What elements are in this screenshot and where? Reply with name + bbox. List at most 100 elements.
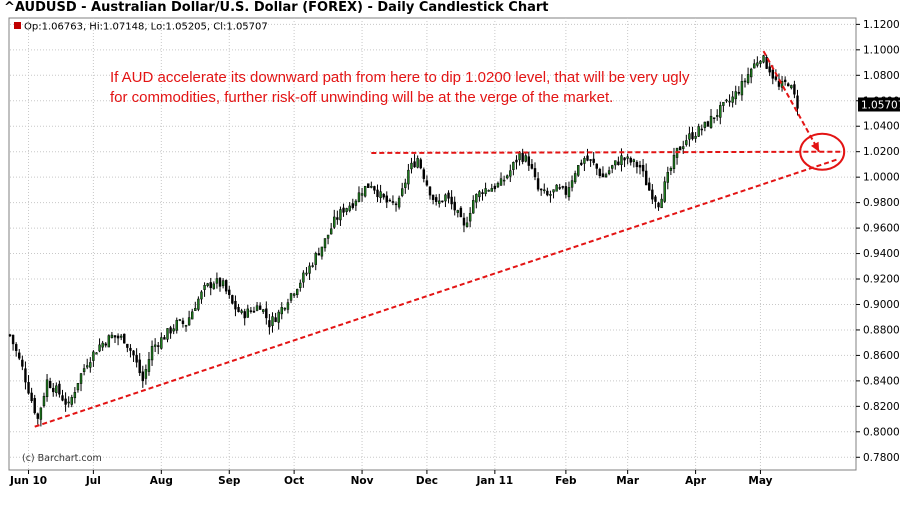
candle-body — [11, 334, 15, 345]
candle-body — [472, 200, 475, 214]
candle-body — [583, 158, 586, 164]
x-tick-label: Dec — [416, 475, 438, 487]
candle-body — [459, 207, 463, 218]
candle-body — [543, 189, 546, 192]
candle-body — [512, 162, 515, 170]
candle-body — [376, 189, 379, 198]
candle-body — [58, 383, 61, 395]
candle-body — [419, 159, 422, 169]
candle-body — [521, 152, 524, 162]
candle-body — [740, 81, 744, 96]
candle-body — [765, 56, 768, 69]
x-tick-label: May — [748, 475, 772, 487]
candle-body — [277, 311, 280, 323]
candle-body — [212, 283, 216, 289]
candle-body — [138, 359, 141, 374]
candle-body — [555, 184, 558, 192]
target-circle — [799, 132, 846, 171]
candle-body — [595, 163, 598, 169]
candle-body — [725, 99, 728, 102]
candle-body — [404, 182, 407, 188]
candle-body — [268, 320, 271, 328]
candle-body — [329, 228, 333, 235]
candle-body — [688, 133, 691, 140]
candle-body — [651, 189, 654, 200]
candle-body — [536, 178, 540, 190]
plot-area — [8, 17, 857, 471]
candle-body — [373, 186, 376, 191]
candle-body — [715, 115, 719, 117]
candle-body — [753, 63, 756, 69]
candle-body — [224, 280, 228, 292]
candle-body — [258, 305, 262, 310]
candle-body — [246, 308, 250, 318]
candle-body — [663, 181, 666, 202]
candle-body — [85, 365, 89, 368]
candle-body — [722, 101, 725, 106]
watermark: (c) Barchart.com — [22, 453, 102, 464]
candle-body — [635, 161, 639, 168]
candle-body — [107, 335, 111, 348]
candle-body — [475, 194, 478, 203]
annotations: If AUD accelerate its downward path from… — [34, 50, 846, 428]
candle-body — [209, 282, 212, 289]
candle-body — [465, 222, 469, 227]
candle-body — [385, 195, 388, 203]
candle-body — [654, 196, 657, 202]
candle-body — [119, 335, 123, 338]
candle-body — [682, 146, 685, 149]
candle-body — [348, 205, 351, 211]
candle-body — [737, 91, 741, 94]
candle-body — [52, 387, 55, 393]
candle-body — [793, 84, 796, 95]
last-price-label: 1.05707 — [861, 99, 900, 111]
candle-body — [487, 190, 490, 192]
x-tick-label: Jun 10 — [9, 475, 47, 487]
candle-body — [413, 161, 416, 168]
candle-body — [116, 335, 120, 339]
candle-body — [700, 128, 703, 131]
candle-body — [141, 371, 145, 382]
candle-body — [70, 397, 73, 405]
candle-body — [444, 194, 447, 202]
candle-body — [539, 188, 543, 191]
candle-body — [768, 66, 771, 73]
candle-body — [237, 307, 240, 313]
candle-body — [363, 185, 367, 197]
candle-body — [774, 76, 778, 80]
candle-body — [323, 238, 327, 249]
candle-body — [515, 159, 518, 163]
candle-body — [48, 380, 52, 389]
candle-body — [110, 334, 114, 338]
candle-body — [42, 396, 46, 407]
candle-body — [438, 200, 441, 204]
arrowhead — [810, 141, 820, 152]
candle-body — [493, 185, 497, 190]
candle-body — [447, 192, 450, 199]
candle-body — [218, 277, 222, 287]
candle-body — [135, 354, 138, 363]
candle-body — [311, 265, 314, 267]
candle-body — [129, 347, 132, 351]
candle-body — [14, 344, 18, 351]
candle-body — [771, 69, 775, 79]
candle-body — [697, 126, 700, 137]
candle-body — [132, 350, 135, 356]
candle-body — [407, 169, 410, 185]
candle-body — [787, 83, 790, 87]
candle-body — [82, 368, 86, 372]
annotation-text: If AUD accelerate its downward path from… — [110, 69, 690, 106]
candle-body — [397, 197, 401, 208]
candle-body — [126, 343, 129, 348]
candle-body — [570, 180, 574, 188]
candle-body — [734, 91, 737, 100]
candle-body — [558, 187, 561, 189]
y-tick-label: 1.10000 — [863, 44, 900, 56]
candle-body — [326, 234, 330, 239]
candle-body — [274, 317, 277, 322]
candle-body — [731, 96, 734, 103]
candle-body — [481, 192, 484, 195]
